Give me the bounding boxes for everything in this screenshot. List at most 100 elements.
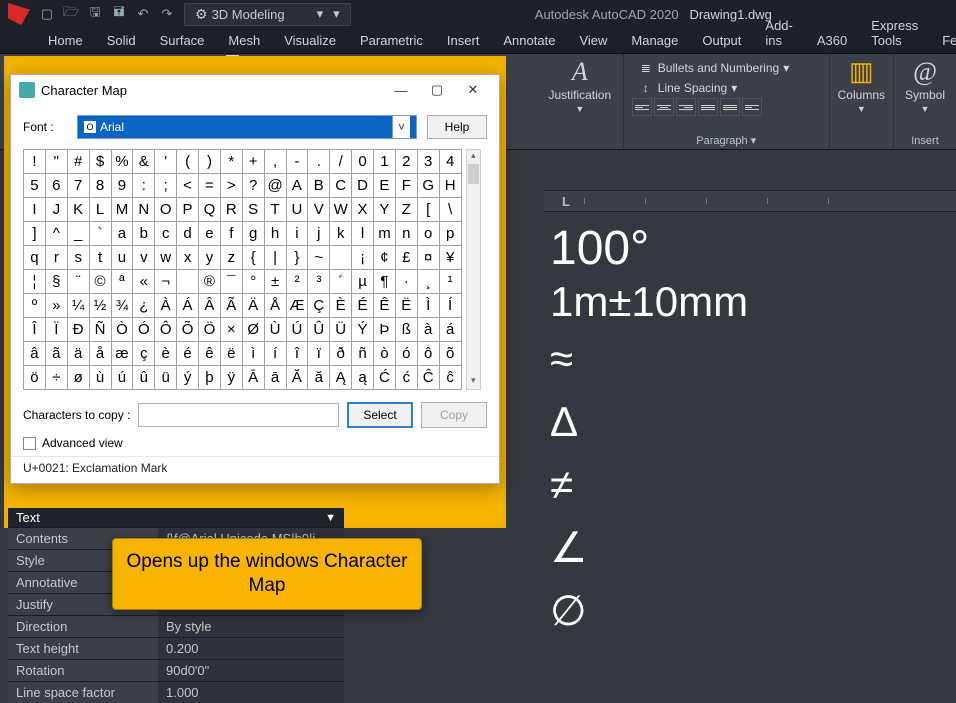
char-cell[interactable]: | <box>264 246 286 270</box>
char-cell[interactable]: ÷ <box>45 366 67 390</box>
char-cell[interactable]: 2 <box>395 150 417 174</box>
char-cell[interactable]: Ä <box>242 294 264 318</box>
char-cell[interactable]: þ <box>199 366 221 390</box>
char-cell[interactable]: î <box>286 342 308 366</box>
char-cell[interactable]: J <box>45 198 67 222</box>
char-cell[interactable]: q <box>24 246 46 270</box>
char-cell[interactable]: Ê <box>374 294 396 318</box>
char-cell[interactable]: ã <box>45 342 67 366</box>
char-cell[interactable]: + <box>242 150 264 174</box>
char-cell[interactable]: d <box>177 222 199 246</box>
char-cell[interactable]: á <box>439 318 461 342</box>
char-cell[interactable]: Ă <box>286 366 308 390</box>
char-cell[interactable]: w <box>155 246 177 270</box>
align-extra-button[interactable] <box>742 98 762 116</box>
char-cell[interactable]: Â <box>199 294 221 318</box>
ribbon-tab[interactable]: Manage <box>619 29 690 53</box>
property-value[interactable]: 0.200 <box>158 638 344 659</box>
char-cell[interactable]: R <box>220 198 242 222</box>
char-cell[interactable]: / <box>330 150 352 174</box>
char-cell[interactable]: µ <box>352 270 374 294</box>
scrollbar-thumb[interactable] <box>468 164 479 184</box>
char-cell[interactable]: ë <box>220 342 242 366</box>
char-cell[interactable]: ¼ <box>67 294 89 318</box>
property-value[interactable]: 1.000 <box>158 682 344 703</box>
char-cell[interactable]: - <box>286 150 308 174</box>
char-cell[interactable]: $ <box>89 150 111 174</box>
char-cell[interactable]: # <box>67 150 89 174</box>
align-right-button[interactable] <box>676 98 696 116</box>
char-cell[interactable]: C <box>330 174 352 198</box>
char-cell[interactable]: o <box>417 222 439 246</box>
char-cell[interactable]: Ā <box>242 366 264 390</box>
minimize-button[interactable]: — <box>383 77 419 103</box>
char-cell[interactable]: h <box>264 222 286 246</box>
app-logo[interactable] <box>8 3 30 25</box>
char-cell[interactable]: Í <box>439 294 461 318</box>
char-cell[interactable]: Á <box>177 294 199 318</box>
char-cell[interactable]: ï <box>308 342 330 366</box>
char-cell[interactable]: r <box>45 246 67 270</box>
char-cell[interactable]: & <box>133 150 155 174</box>
char-cell[interactable]: ¬ <box>155 270 177 294</box>
char-cell[interactable]: . <box>308 150 330 174</box>
char-cell[interactable]: ; <box>155 174 177 198</box>
char-cell[interactable]: S <box>242 198 264 222</box>
char-cell[interactable]: Ã <box>220 294 242 318</box>
char-cell[interactable]: I <box>24 198 46 222</box>
char-cell[interactable]: s <box>67 246 89 270</box>
char-cell[interactable]: Ò <box>111 318 133 342</box>
char-cell[interactable]: ÿ <box>220 366 242 390</box>
char-cell[interactable]: Å <box>264 294 286 318</box>
char-cell[interactable]: g <box>242 222 264 246</box>
char-cell[interactable]: ý <box>177 366 199 390</box>
char-cell[interactable]: % <box>111 150 133 174</box>
char-cell[interactable]: ¿ <box>133 294 155 318</box>
ribbon-tab[interactable]: Solid <box>95 29 148 53</box>
char-cell[interactable]: F <box>395 174 417 198</box>
property-row[interactable]: Line space factor1.000 <box>8 681 344 703</box>
char-cell[interactable]: £ <box>395 246 417 270</box>
char-cell[interactable]: M <box>111 198 133 222</box>
char-cell[interactable]: * <box>220 150 242 174</box>
align-left-button[interactable] <box>632 98 652 116</box>
char-cell[interactable]: Ĉ <box>417 366 439 390</box>
char-cell[interactable]: ' <box>155 150 177 174</box>
char-cell[interactable]: k <box>330 222 352 246</box>
char-cell[interactable]: ~ <box>308 246 330 270</box>
char-cell[interactable]: } <box>286 246 308 270</box>
char-cell[interactable]: « <box>133 270 155 294</box>
char-cell[interactable]: e <box>199 222 221 246</box>
close-button[interactable]: ✕ <box>455 77 491 103</box>
char-cell[interactable]: { <box>242 246 264 270</box>
charmap-scrollbar[interactable]: ▴ ▾ <box>466 149 481 390</box>
charmap-titlebar[interactable]: Character Map — ▢ ✕ <box>11 75 499 105</box>
char-cell[interactable]: í <box>264 342 286 366</box>
char-cell[interactable]: ( <box>177 150 199 174</box>
char-cell[interactable]: y <box>199 246 221 270</box>
char-cell[interactable]: ¤ <box>417 246 439 270</box>
char-cell[interactable]: ô <box>417 342 439 366</box>
char-cell[interactable]: " <box>45 150 67 174</box>
char-cell[interactable]: @ <box>264 174 286 198</box>
char-cell[interactable]: 8 <box>89 174 111 198</box>
char-cell[interactable]: ? <box>242 174 264 198</box>
select-button[interactable]: Select <box>347 402 413 428</box>
char-cell[interactable]: ā <box>264 366 286 390</box>
char-cell[interactable]: Q <box>199 198 221 222</box>
char-cell[interactable]: G <box>417 174 439 198</box>
maximize-button[interactable]: ▢ <box>419 77 455 103</box>
ribbon-tab[interactable]: Mesh <box>216 29 272 53</box>
char-cell[interactable]: Ô <box>155 318 177 342</box>
char-cell[interactable]: Ù <box>264 318 286 342</box>
ribbon-tab[interactable]: Insert <box>435 29 492 53</box>
char-cell[interactable]: N <box>133 198 155 222</box>
char-cell[interactable]: ¡ <box>352 246 374 270</box>
char-cell[interactable]: Ą <box>330 366 352 390</box>
char-cell[interactable]: ­ <box>177 270 199 294</box>
char-cell[interactable]: p <box>439 222 461 246</box>
char-cell[interactable]: Ć <box>374 366 396 390</box>
align-dist-button[interactable] <box>720 98 740 116</box>
char-cell[interactable]: ú <box>111 366 133 390</box>
char-cell[interactable]: 7 <box>67 174 89 198</box>
